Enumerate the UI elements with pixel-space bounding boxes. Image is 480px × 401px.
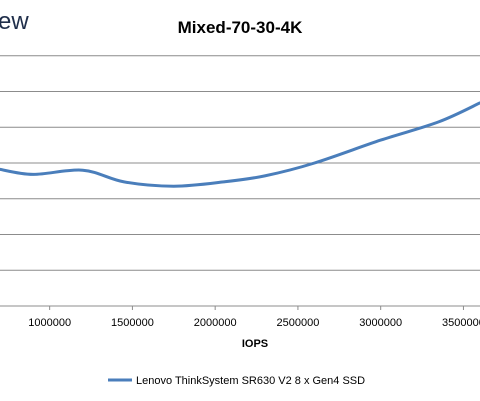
legend-label: Lenovo ThinkSystem SR630 V2 8 x Gen4 SSD (136, 375, 365, 387)
x-tick-labels: 1000000 1500000 2000000 2500000 3000000 35000… (28, 306, 480, 329)
x-tick-label: 1000000 (28, 317, 71, 329)
x-tick-label: 2500000 (277, 317, 320, 329)
brand-watermark: ew (0, 8, 29, 35)
gridlines (0, 55, 480, 271)
chart-title: Mixed-70-30-4K (178, 18, 303, 37)
series-line (0, 101, 480, 188)
x-tick-label: 3000000 (359, 317, 402, 329)
x-axis-label: IOPS (242, 338, 268, 350)
legend: Lenovo ThinkSystem SR630 V2 8 x Gen4 SSD (108, 375, 365, 387)
x-tick-label: 1500000 (111, 317, 154, 329)
x-tick-label: 3500000 (442, 317, 480, 329)
x-tick-label: 2000000 (194, 317, 237, 329)
